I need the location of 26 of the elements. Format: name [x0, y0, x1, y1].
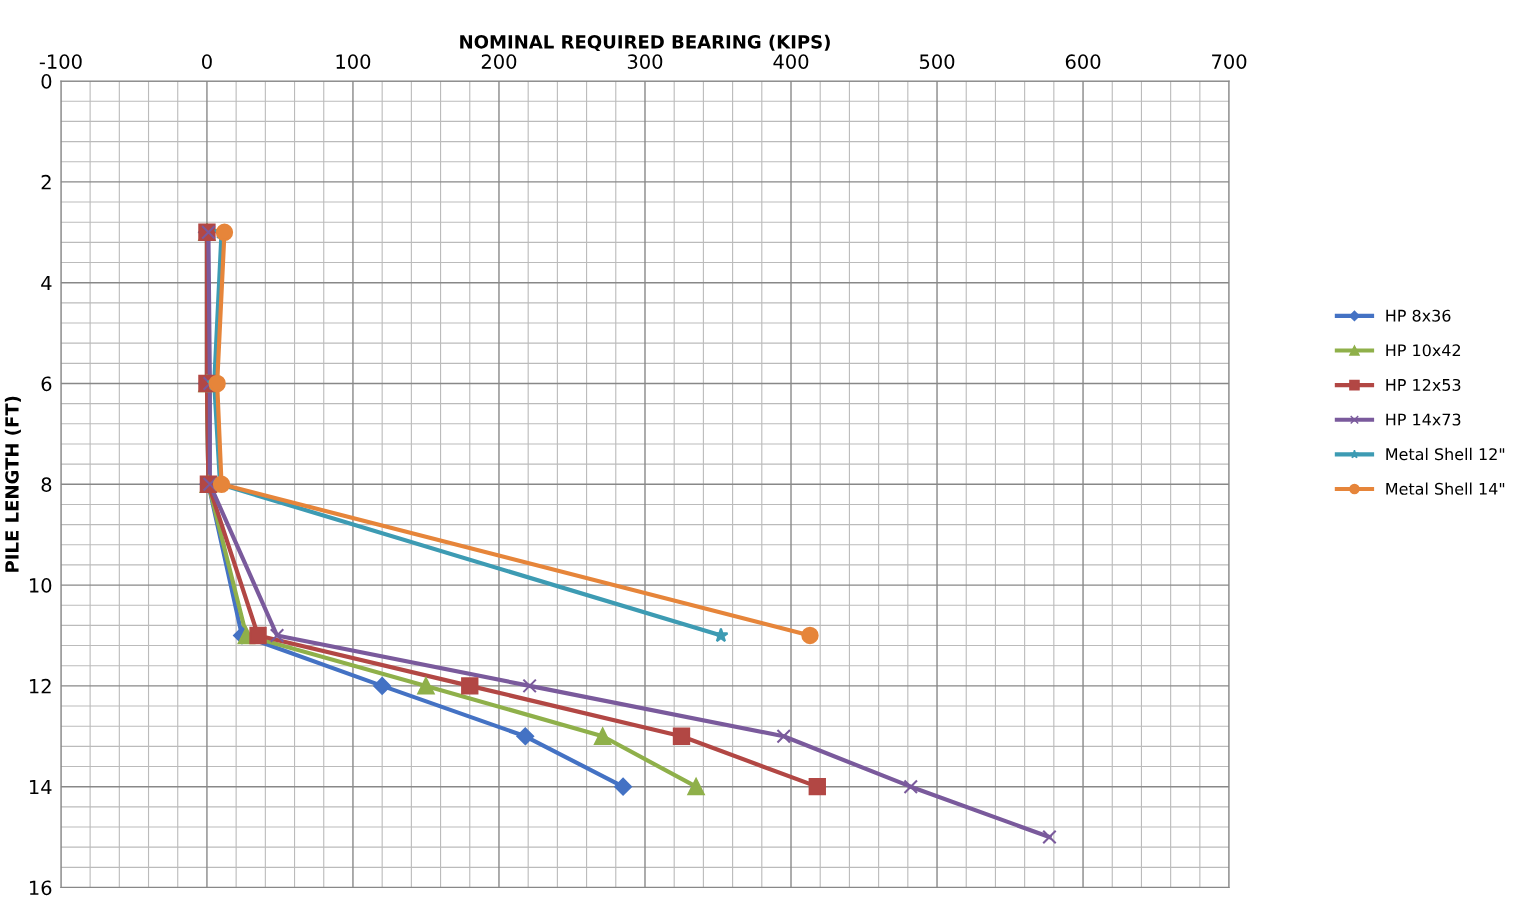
y-tick-label: 14: [29, 779, 52, 795]
legend-label: Metal Shell 14": [1386, 482, 1505, 495]
x-tick-label: 700: [1212, 54, 1247, 69]
legend-label: HP 12x53: [1386, 378, 1461, 391]
legend-label: Metal Shell 12": [1386, 447, 1505, 461]
legend-label: HP 14x73: [1386, 413, 1461, 426]
y-axis-title: PILE LENGTH (FT): [4, 396, 21, 572]
y-tick-label: 4: [41, 275, 52, 291]
x-axis-title: NOMINAL REQUIRED BEARING (KIPS): [460, 34, 830, 52]
y-tick-label: 0: [41, 74, 52, 89]
x-tick-label: 400: [773, 54, 809, 69]
x-tick-label: 500: [919, 54, 955, 69]
y-tick-label: 10: [29, 578, 52, 593]
x-tick-label: 200: [481, 54, 517, 69]
y-tick-label: 8: [41, 477, 52, 492]
legend-label: HP 8x36: [1386, 309, 1451, 322]
y-tick-label: 2: [41, 174, 51, 190]
y-tick-label: 6: [41, 376, 52, 392]
x-tick-label: 0: [202, 54, 212, 69]
x-tick-label: 300: [627, 54, 663, 69]
x-tick-label: 600: [1065, 54, 1101, 69]
y-tick-label: 12: [29, 678, 51, 694]
x-tick-label: 100: [336, 54, 371, 69]
x-tick-label: -100: [39, 54, 82, 69]
y-tick-label: 16: [29, 880, 52, 896]
legend-label: HP 10x42: [1386, 344, 1461, 357]
